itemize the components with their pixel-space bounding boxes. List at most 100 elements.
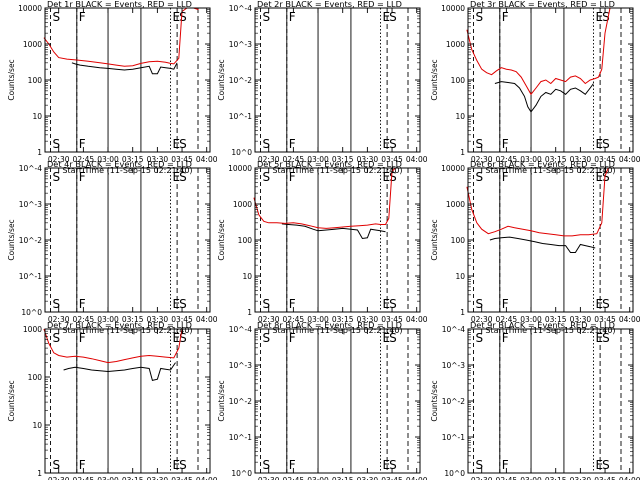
marker-label: E (596, 297, 604, 311)
marker-label: S (475, 170, 483, 184)
x-tick-label: 03:00 (97, 476, 119, 480)
marker-label: S (475, 331, 483, 345)
marker-label: S (52, 458, 60, 472)
y-axis-label: Counts/sec (217, 219, 226, 260)
plot-frame (44, 167, 211, 313)
marker-label: E (383, 331, 391, 345)
y-tick-label: 100 (451, 236, 466, 245)
y-axis-label: Counts/sec (7, 380, 16, 421)
x-tick-label: 03:45 (171, 155, 193, 164)
y-tick-label: 100 (238, 236, 253, 245)
x-tick-label: 03:30 (147, 155, 169, 164)
y-tick-label: 10^-2 (442, 397, 466, 406)
x-axis-label: Start Time (11-Sep-15 02:21:40) (62, 166, 192, 175)
x-tick-label: 03:45 (381, 315, 403, 324)
marker-label: S (475, 10, 483, 24)
x-axis-label: Start Time (11-Sep-15 02:21:40) (62, 326, 192, 335)
marker-label: F (79, 137, 86, 151)
marker-label: F (502, 458, 509, 472)
x-tick-label: 03:30 (357, 155, 379, 164)
panel-det7: Det 7r BLACK = Events, RED = LLDSSFFEESS… (7, 320, 218, 480)
marker-label: S (475, 137, 483, 151)
x-tick-label: 02:30 (258, 315, 280, 324)
marker-label: S (602, 137, 610, 151)
marker-label: F (289, 331, 296, 345)
y-tick-label: 10^-2 (19, 236, 43, 245)
x-axis-label: Start Time (11-Sep-15 02:21:40) (272, 326, 402, 335)
y-tick-label: 10^-4 (229, 325, 253, 334)
marker-label: E (596, 170, 604, 184)
panel-det8: Det 8r BLACK = Events, RED = LLDSSFFEESS… (217, 320, 428, 480)
marker-label: F (79, 10, 86, 24)
x-tick-label: 02:30 (471, 155, 493, 164)
x-tick-label: 03:45 (594, 476, 616, 480)
marker-label: S (179, 331, 187, 345)
y-tick-label: 10^-1 (229, 112, 253, 121)
x-tick-label: 02:30 (48, 155, 70, 164)
y-tick-label: 1 (37, 148, 42, 157)
marker-label: S (602, 297, 610, 311)
marker-label: F (502, 10, 509, 24)
plot-frame (254, 7, 421, 153)
marker-label: E (383, 10, 391, 24)
y-tick-label: 10 (455, 272, 465, 281)
marker-label: S (602, 170, 610, 184)
x-tick-label: 03:30 (570, 476, 592, 480)
marker-label: E (173, 170, 181, 184)
y-tick-label: 10^-1 (442, 433, 466, 442)
x-axis-label: Start Time (11-Sep-15 02:21:40) (485, 166, 615, 175)
y-tick-label: 10^0 (444, 469, 465, 478)
x-tick-label: 03:30 (147, 315, 169, 324)
series-line (43, 7, 199, 67)
marker-label: S (262, 297, 270, 311)
x-tick-label: 02:45 (283, 155, 305, 164)
y-axis-label: Counts/sec (430, 380, 439, 421)
x-tick-label: 03:15 (332, 476, 354, 480)
y-tick-label: 10^-1 (229, 433, 253, 442)
marker-label: S (389, 458, 397, 472)
panel-title: Det 7r BLACK = Events, RED = LLD (47, 320, 192, 330)
plot-frame (467, 7, 634, 153)
marker-label: F (289, 297, 296, 311)
marker-label: E (383, 137, 391, 151)
x-tick-label: 03:00 (520, 476, 542, 480)
y-tick-label: 10^-1 (19, 272, 43, 281)
panel-title: Det 9r BLACK = Events, RED = LLD (470, 320, 615, 330)
y-tick-label: 10000 (441, 164, 465, 173)
panel-det1: Det 1r BLACK = Events, RED = LLDSSFFEESS… (7, 0, 218, 175)
y-tick-label: 1 (37, 469, 42, 478)
panel-title: Det 5r BLACK = Events, RED = LLD (257, 159, 402, 169)
x-tick-label: 04:00 (619, 155, 640, 164)
marker-label: F (502, 331, 509, 345)
marker-label: S (475, 297, 483, 311)
series-line (281, 223, 386, 240)
plot-frame (44, 7, 211, 153)
y-axis-label: Counts/sec (430, 219, 439, 260)
x-tick-label: 02:45 (73, 476, 95, 480)
marker-label: S (52, 170, 60, 184)
y-axis-label: Counts/sec (217, 380, 226, 421)
panel-det2: Det 2r BLACK = Events, RED = LLDSSFFEESS… (217, 0, 428, 175)
y-axis-label: Counts/sec (430, 59, 439, 100)
x-tick-label: 03:00 (307, 155, 329, 164)
x-tick-label: 03:15 (122, 155, 144, 164)
marker-label: E (173, 331, 181, 345)
y-tick-label: 100 (28, 76, 43, 85)
marker-label: E (173, 458, 181, 472)
marker-label: F (502, 170, 509, 184)
panel-det5: Det 5r BLACK = Events, RED = LLDSSFFEESS… (217, 159, 428, 335)
marker-label: F (289, 10, 296, 24)
marker-label: F (289, 458, 296, 472)
marker-label: F (289, 170, 296, 184)
x-tick-label: 03:00 (520, 155, 542, 164)
x-tick-label: 03:00 (97, 155, 119, 164)
x-tick-label: 02:45 (496, 155, 518, 164)
y-tick-label: 10^-4 (442, 325, 466, 334)
marker-label: S (389, 137, 397, 151)
x-tick-label: 04:00 (406, 315, 428, 324)
x-tick-label: 04:00 (196, 155, 218, 164)
marker-label: S (475, 458, 483, 472)
y-axis-label: Counts/sec (217, 59, 226, 100)
x-tick-label: 03:45 (171, 476, 193, 480)
